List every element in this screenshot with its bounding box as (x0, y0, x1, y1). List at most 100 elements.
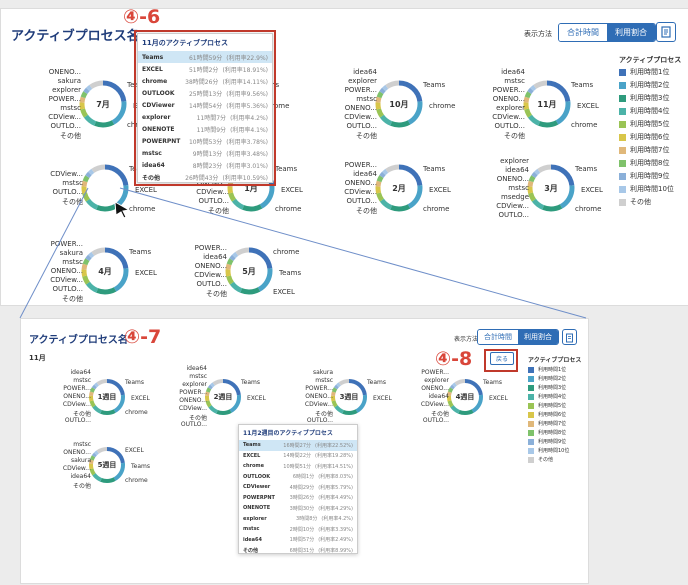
legend-item: その他 (619, 197, 674, 207)
donut-chart[interactable]: 11月 (521, 78, 573, 130)
donut-segment-label: explorer (52, 86, 81, 94)
legend-title: アクティブプロセス (528, 357, 582, 364)
donut-chart[interactable]: 3月 (525, 162, 577, 214)
tooltip-name: EXCEL (243, 452, 261, 459)
donut-chart[interactable]: 7月 (77, 78, 129, 130)
donut-center-label: 2週目 (213, 393, 233, 401)
tooltip-row: mstsc 9時間13分 (利用率3.48%) (138, 147, 272, 159)
tooltip-week: 11月2週目のアクティブプロセス Teams 16時間27分 (利用率22.52%)… (238, 424, 358, 554)
tooltip-ratio: (利用率8.99%) (318, 547, 353, 554)
legend-swatch (528, 393, 534, 400)
tooltip-name: OUTLOOK (243, 473, 271, 480)
tooltip-ratio: (利用率4.2%) (321, 516, 353, 523)
tooltip-month: 11月のアクティブプロセス Teams 61時間59分 (利用率22.9%) EXCE… (137, 33, 273, 183)
donut-segment-label: EXCEL (581, 186, 603, 194)
donut-segment-label: POWER... (305, 385, 333, 392)
tooltip-ratio: (利用率14.11%) (222, 78, 268, 86)
legend-swatch (528, 420, 534, 427)
tooltip-ratio: (利用率18.91%) (222, 66, 268, 74)
legend-swatch (619, 107, 626, 115)
donut-segment-label: POWER... (344, 161, 377, 169)
donut-segment-label: Teams (483, 379, 502, 386)
donut-center-label: 5月 (242, 266, 256, 276)
back-button[interactable]: 戻る (490, 352, 515, 365)
legend-label: 利用時間5位 (630, 120, 670, 128)
legend-swatch (528, 447, 534, 454)
display-toggle: 合計時間 利用割合 (558, 23, 656, 42)
donut-chart[interactable]: 2週目 (203, 377, 243, 417)
donut-center-label: 7月 (96, 99, 110, 109)
legend-item: 利用時間5位 (528, 402, 569, 409)
donut-segment-label: EXCEL (429, 186, 451, 194)
export-icon[interactable] (656, 22, 676, 42)
donut-segment-label: CDView... (196, 188, 229, 196)
tooltip-time: 6時間31分 (289, 547, 315, 554)
legend-label: 利用時間1位 (538, 367, 567, 373)
legend-label: 利用時間3位 (538, 385, 567, 391)
donut-chart[interactable]: 4週目 (445, 377, 485, 417)
donut-segment-label: mstsc (60, 104, 81, 112)
tooltip-row: idea64 8時間23分 (利用率3.01%) (138, 159, 272, 171)
legend-swatch (528, 384, 534, 391)
total-time-button[interactable]: 合計時間 (478, 330, 518, 344)
tooltip-row: chrome 10時間51分 (利用率14.51%) (239, 461, 357, 472)
tooltip-name: mstsc (142, 149, 162, 157)
donut-segment-label: Teams (279, 269, 302, 277)
legend-item: 利用時間2位 (528, 375, 569, 382)
donut-segment-label: EXCEL (135, 269, 157, 277)
donut-segment-label: ONENO... (496, 174, 529, 183)
donut-segment-label: OUTLO... (346, 197, 377, 205)
donut-segment-label: POWER... (421, 369, 449, 376)
usage-ratio-button[interactable]: 利用割合 (607, 24, 655, 41)
donut-segment-label: POWER... (194, 244, 227, 252)
display-method-label: 表示方法 (454, 336, 479, 343)
legend-swatch (528, 375, 534, 382)
total-time-button[interactable]: 合計時間 (559, 24, 607, 41)
legend-label: 利用時間8位 (538, 430, 567, 436)
donut-segment-label: Teams (125, 379, 144, 386)
donut-segment-label: OUTLO... (498, 210, 529, 219)
legend-swatch (619, 198, 626, 206)
donut-segment-label: idea64 (203, 253, 227, 261)
donut-segment-label: CDView... (492, 113, 525, 121)
tooltip-ratio: (利用率19.28%) (315, 453, 353, 460)
donut-segment-label: OUTLO... (52, 188, 83, 196)
donut-segment-label: POWER... (63, 385, 91, 392)
donut-segment-label: OUTLO... (306, 417, 333, 424)
usage-ratio-button[interactable]: 利用割合 (518, 330, 558, 344)
legend-label: その他 (538, 457, 554, 463)
donut-segment-label: その他 (72, 483, 91, 490)
donut-chart[interactable]: 1週目 (87, 377, 127, 417)
tooltip-ratio: (利用率10.59%) (222, 174, 268, 182)
donut-chart[interactable]: 5月 (223, 245, 275, 297)
legend-title: アクティブプロセス (619, 56, 682, 64)
donut-segment-label: EXCEL (281, 186, 303, 194)
donut-segment-label: ONENO... (179, 397, 207, 404)
legend-item: 利用時間3位 (619, 93, 674, 103)
tooltip-ratio: (利用率4.49%) (318, 495, 353, 502)
tooltip-ratio: (利用率3.01%) (226, 162, 268, 170)
donut-segment-label: EXCEL (273, 288, 295, 296)
legend-item: 利用時間10位 (619, 184, 674, 194)
legend-label: 利用時間2位 (630, 81, 670, 89)
annotation-4-8: ④-8 (435, 348, 473, 370)
donut-segment-label: OUTLO... (494, 122, 525, 130)
donut-chart[interactable]: 4月 (79, 245, 131, 297)
tooltip-ratio: (利用率4.29%) (318, 505, 353, 512)
donut-segment-label: OUTLO... (422, 417, 449, 424)
donut-chart[interactable]: 2月 (373, 162, 425, 214)
donut-chart[interactable]: 5週目 (87, 445, 127, 485)
tooltip-name: CDViewer (243, 484, 271, 491)
legend-label: 利用時間10位 (630, 185, 674, 193)
donut-segment-label: ONENO... (48, 68, 81, 76)
donut-segment-label: その他 (504, 132, 525, 140)
donut-segment-label: CDView... (496, 201, 529, 210)
donut-chart[interactable]: 10月 (373, 78, 425, 130)
month-label: 11月 (29, 354, 46, 362)
donut-chart[interactable]: 3週目 (329, 377, 369, 417)
tooltip-name: その他 (243, 547, 259, 554)
legend-label: その他 (630, 198, 651, 206)
donut-segment-label: その他 (356, 132, 377, 140)
tooltip-ratio: (利用率5.79%) (318, 484, 353, 491)
export-icon[interactable] (562, 329, 577, 345)
